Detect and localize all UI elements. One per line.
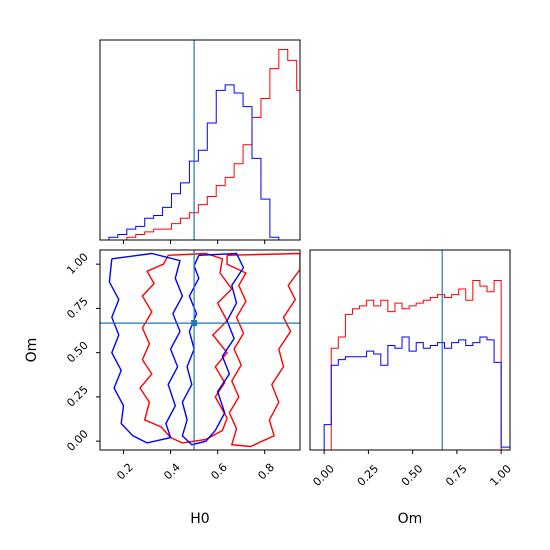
h0-histogram-frame xyxy=(99,39,301,241)
red-contour-1 xyxy=(139,252,233,444)
x-axis-label-h0: H0 xyxy=(190,511,209,527)
h0-hist-blue-series xyxy=(100,84,300,240)
y-axis-label-om: Om xyxy=(24,338,40,363)
blue-contour-4 xyxy=(181,252,245,446)
red-contour-2 xyxy=(226,252,300,448)
blue-contour-3 xyxy=(108,252,184,444)
h0-histogram-panel xyxy=(99,39,301,244)
h0-hist-red-series xyxy=(100,49,300,240)
contour-frame xyxy=(99,249,301,451)
contour-truth-marker xyxy=(191,320,198,327)
om-histogram-frame xyxy=(309,249,511,451)
om-hist-red-series xyxy=(310,280,510,450)
x-axis-label-om: Om xyxy=(398,511,423,527)
om-hist-blue-series xyxy=(310,336,510,450)
